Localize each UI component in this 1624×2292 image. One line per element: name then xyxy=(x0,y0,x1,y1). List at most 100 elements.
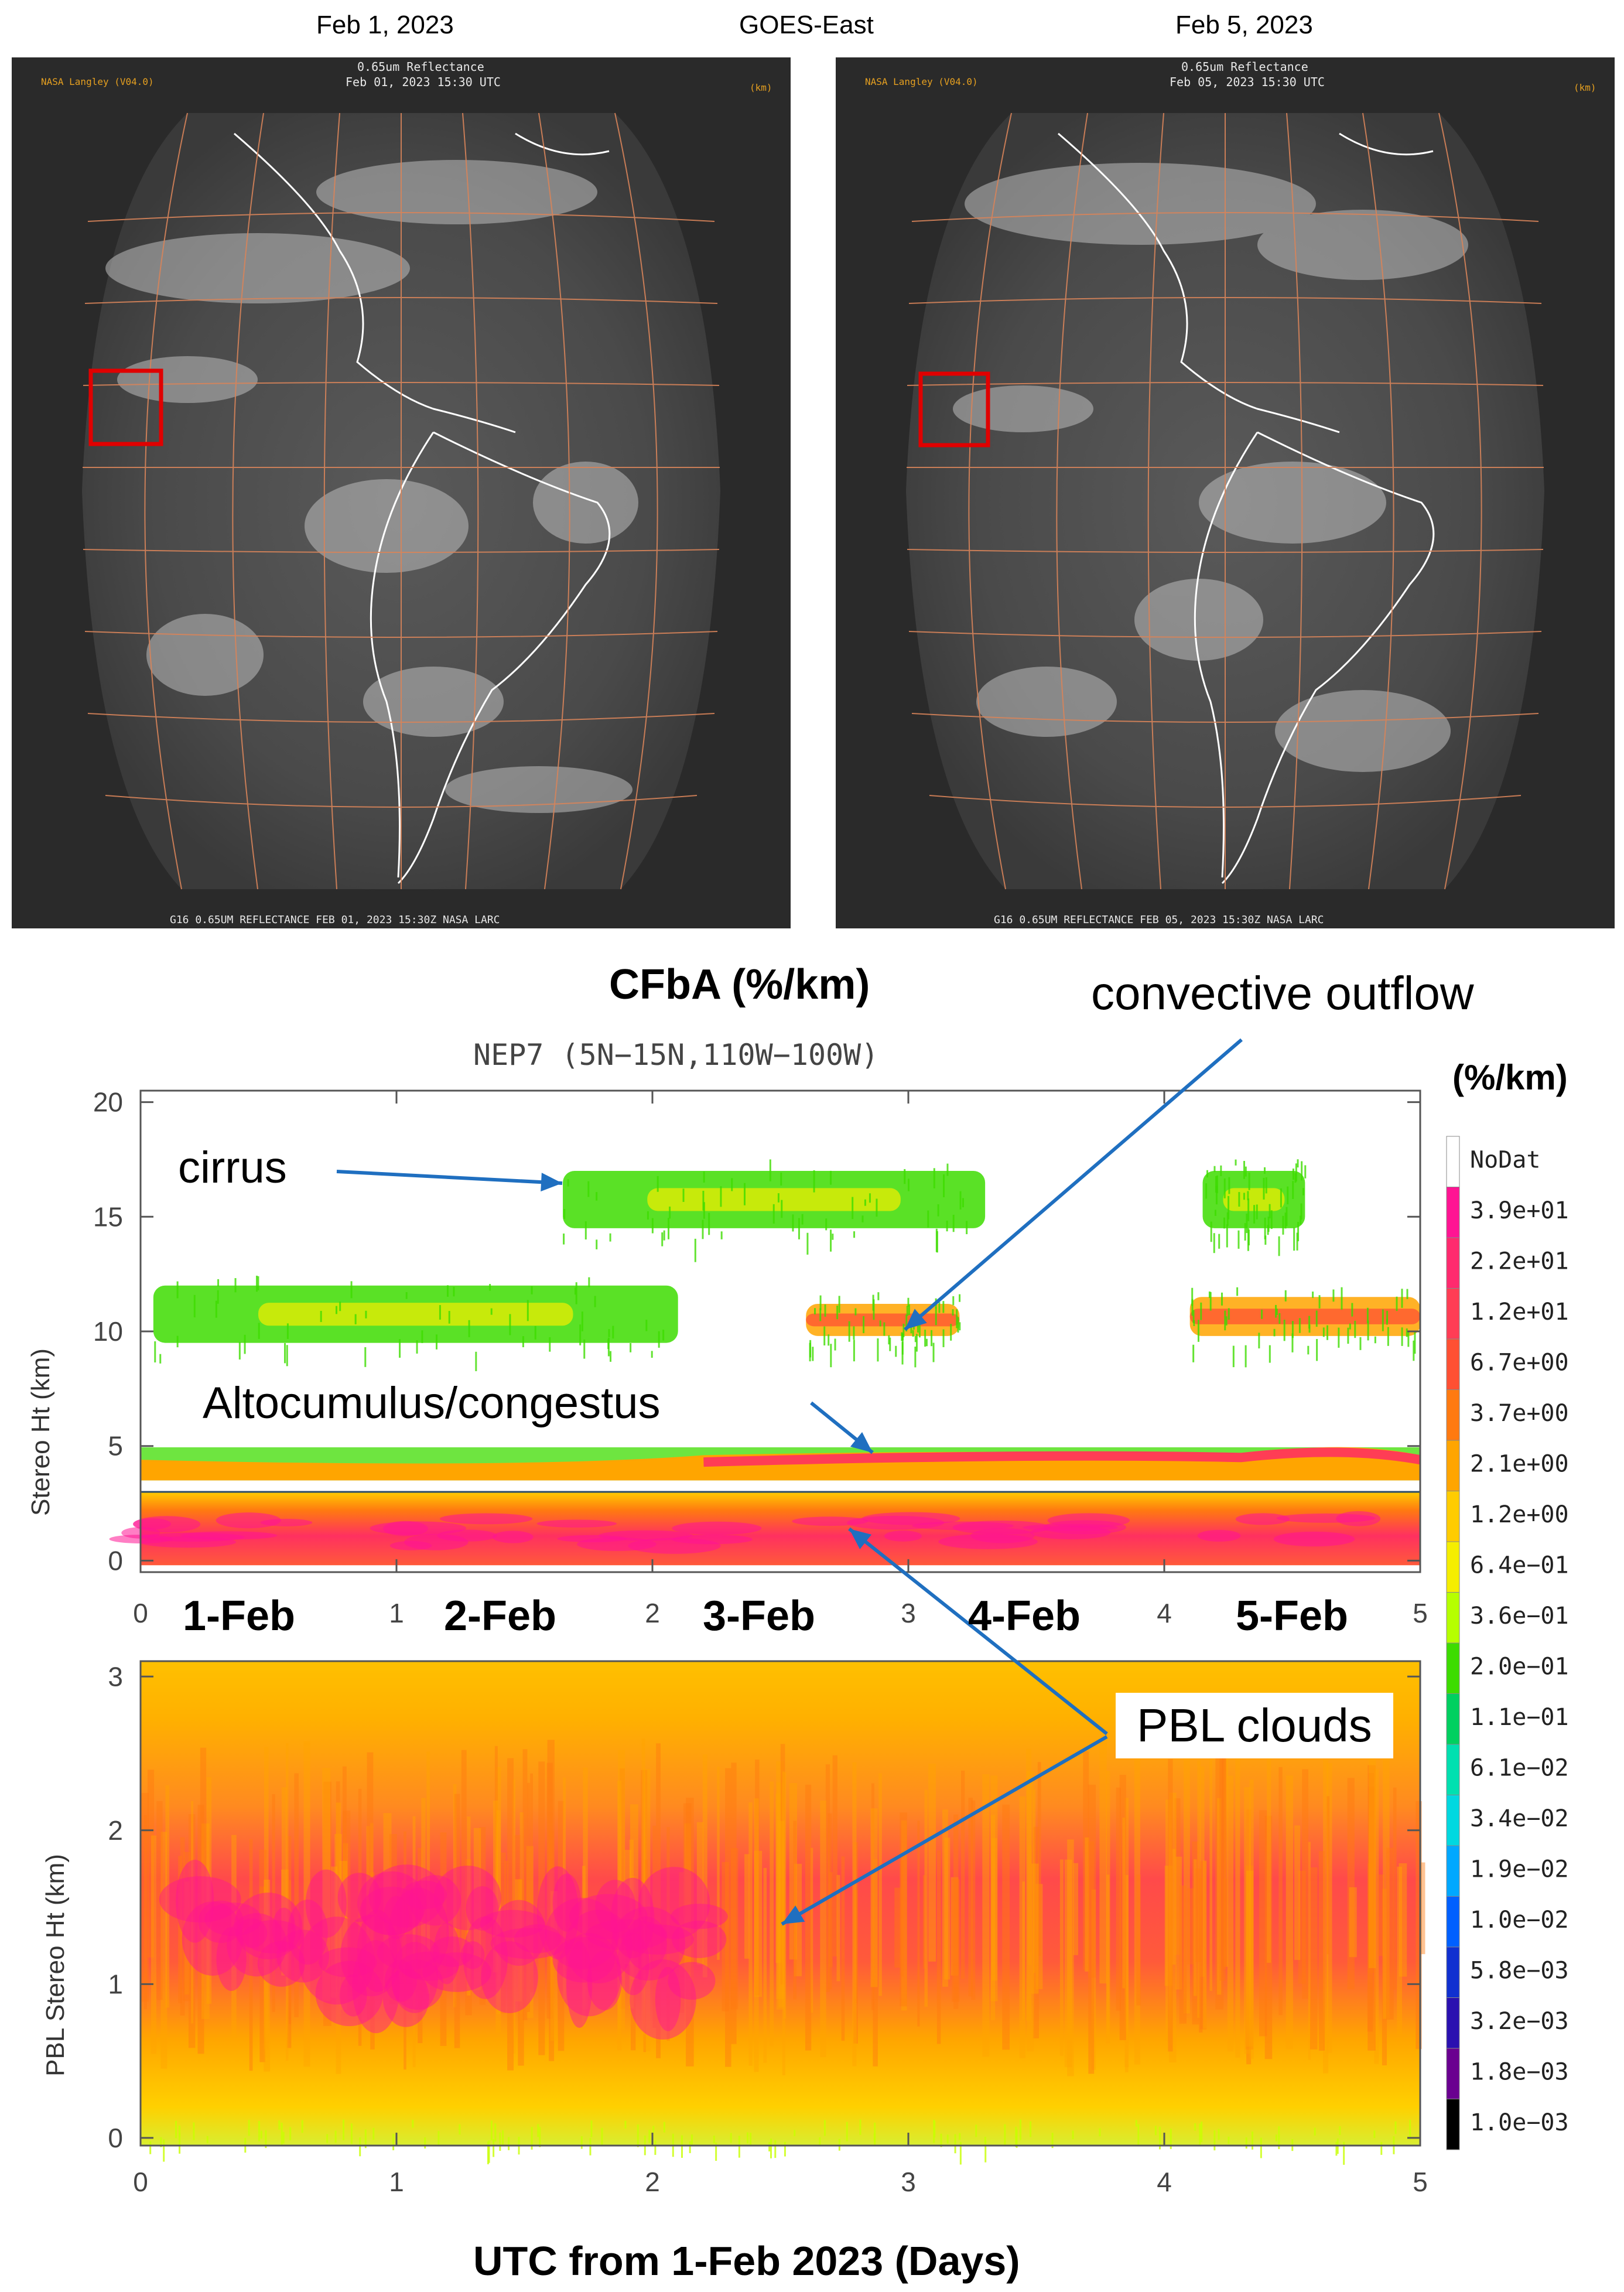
colorbar-label: 1.8e−03 xyxy=(1470,2059,1569,2086)
colorbar-label: NoDat xyxy=(1470,1147,1540,1174)
texture-streak xyxy=(935,1307,937,1326)
pbl-streak xyxy=(780,1744,785,1985)
surface-speck xyxy=(508,2137,510,2150)
texture-streak xyxy=(447,1285,449,1297)
texture-streak xyxy=(952,1214,955,1232)
texture-streak xyxy=(1220,1165,1222,1176)
pbl-streak xyxy=(281,1787,287,1976)
pbl-streak xyxy=(1174,1798,1181,1955)
texture-streak xyxy=(832,1234,834,1240)
texture-streak xyxy=(1282,1215,1284,1235)
colorbar-label: 1.9e−02 xyxy=(1470,1856,1569,1883)
surface-speck xyxy=(490,2120,493,2141)
colorbar-label: 2.2e+01 xyxy=(1470,1248,1569,1275)
pbl-streak xyxy=(191,1801,194,2024)
texture-streak xyxy=(780,1172,782,1186)
bottom-xtick-label: 5 xyxy=(1413,2167,1428,2197)
texture-streak xyxy=(335,1306,337,1314)
pbl-streak xyxy=(730,1848,739,2010)
pbl-streak xyxy=(1184,1754,1190,2014)
texture-streak xyxy=(1267,1225,1269,1235)
texture-streak xyxy=(1308,1324,1311,1333)
surface-speck xyxy=(794,2130,796,2137)
texture-streak xyxy=(354,1314,357,1324)
pbl-streak xyxy=(143,1815,147,2010)
surface-speck xyxy=(1213,2130,1216,2151)
texture-streak xyxy=(405,1292,408,1299)
pbl-streak xyxy=(961,1770,965,1979)
texture-streak xyxy=(1228,1177,1230,1194)
pbl-streak xyxy=(990,1775,998,2001)
surface-speck xyxy=(975,2124,977,2137)
colorbar-swatch xyxy=(1446,1491,1460,1542)
texture-streak xyxy=(1197,1320,1199,1342)
bottom-xtick-label: 2 xyxy=(645,2167,660,2197)
texture-streak xyxy=(853,1231,856,1238)
pbl-streak xyxy=(461,1750,467,1955)
pbl-streak xyxy=(343,1843,348,1986)
surface-speck xyxy=(350,2123,353,2144)
pbl-streak xyxy=(184,1881,190,1995)
texture-streak xyxy=(769,1159,771,1181)
top-ytick-label: 5 xyxy=(108,1431,123,1461)
texture-streak xyxy=(1318,1295,1321,1309)
surface-speck xyxy=(499,2132,501,2151)
texture-streak xyxy=(1269,1204,1271,1219)
pbl-streak xyxy=(656,1743,661,2058)
pbl-streak xyxy=(1383,1739,1390,2019)
texture-streak xyxy=(956,1309,958,1328)
land xyxy=(234,132,611,884)
sat-product: 0.65um Reflectance xyxy=(1181,60,1308,74)
pbl-core xyxy=(433,1866,501,1931)
texture-streak xyxy=(567,1179,569,1187)
pbl-core xyxy=(491,1900,546,1966)
surface-speck xyxy=(713,2136,715,2144)
pbl-core xyxy=(305,1869,347,1938)
surface-speck xyxy=(364,2129,367,2148)
texture-streak xyxy=(1401,1289,1403,1308)
colorbar-swatch xyxy=(1446,1896,1460,1948)
pbl-streak xyxy=(583,1767,588,2009)
day-label-5: 5-Feb xyxy=(1236,1593,1349,1639)
pbl-core xyxy=(671,1904,728,1929)
texture-streak xyxy=(708,1212,710,1235)
texture-streak xyxy=(1267,1217,1270,1232)
texture-streak xyxy=(1215,1186,1218,1205)
pbl-core xyxy=(383,1895,409,1939)
texture-streak xyxy=(1237,1230,1240,1249)
colorbar-label: 3.4e−02 xyxy=(1470,1805,1569,1832)
pbl-streak xyxy=(264,1879,271,2072)
pbl-streak xyxy=(624,1850,631,1965)
texture-streak xyxy=(1414,1331,1416,1354)
texture-streak xyxy=(682,1188,685,1202)
pbl-streak xyxy=(231,1835,237,2038)
sat-footer: G16 0.65UM REFLECTANCE FEB 05, 2023 15:3… xyxy=(994,914,1324,926)
pbl-streak xyxy=(775,1794,783,1963)
texture-streak xyxy=(365,1310,367,1319)
texture-streak xyxy=(1297,1159,1299,1168)
texture-streak xyxy=(193,1294,196,1318)
surface-speck xyxy=(343,2119,345,2140)
pbl-core xyxy=(339,1974,367,2017)
texture-streak xyxy=(1341,1287,1343,1310)
texture-streak xyxy=(489,1284,491,1291)
pbl-core xyxy=(621,1924,694,1955)
pbl-streak xyxy=(832,1755,837,1957)
pbl-streak xyxy=(1085,1837,1090,1972)
pbl-streak xyxy=(518,1878,524,2066)
texture-streak xyxy=(421,1330,423,1343)
texture-streak xyxy=(809,1343,811,1362)
surface-speck xyxy=(493,2139,495,2157)
bottom-xtick-label: 0 xyxy=(133,2167,148,2197)
texture-streak xyxy=(596,1239,598,1249)
pbl-streak xyxy=(894,1887,901,1968)
pbl-core xyxy=(315,1960,384,2027)
texture-streak xyxy=(883,1322,885,1336)
pbl-streak xyxy=(272,1794,275,2012)
top-heatmap: 0 5 10 15 20 0 1 2 3 4 5 xyxy=(93,1087,1428,1628)
pbl-streak xyxy=(322,1768,331,2001)
texture-streak xyxy=(1208,1291,1211,1298)
texture-streak xyxy=(1300,1203,1302,1220)
pbl-streak xyxy=(421,1798,426,1979)
texture-streak xyxy=(1205,1183,1208,1199)
